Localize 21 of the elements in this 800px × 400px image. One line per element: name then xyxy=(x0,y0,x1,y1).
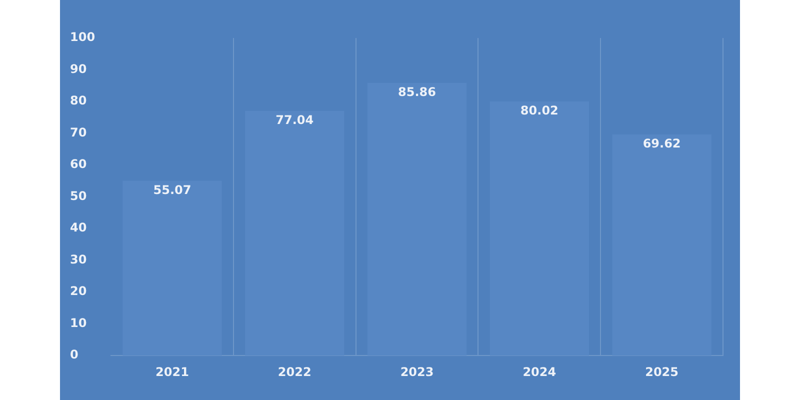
x-tick-label: 2021 xyxy=(156,364,189,379)
y-tick-label: 20 xyxy=(70,284,87,298)
y-tick-label: 70 xyxy=(70,125,87,140)
y-tick-label: 10 xyxy=(70,316,87,330)
x-tick-label: 2022 xyxy=(278,364,312,379)
data-label: 69.62 xyxy=(642,136,681,151)
y-tick-label: 60 xyxy=(70,157,87,172)
x-tick-label: 2025 xyxy=(645,364,679,379)
y-tick-label: 100 xyxy=(70,30,96,44)
y-tick-label: 40 xyxy=(70,220,87,235)
x-tick-label: 2024 xyxy=(522,364,556,379)
data-label: 77.04 xyxy=(276,113,314,128)
y-tick-label: 0 xyxy=(70,348,78,362)
y-tick-label: 50 xyxy=(70,188,87,203)
data-label: 80.02 xyxy=(520,104,558,118)
data-label: 55.07 xyxy=(153,182,192,197)
x-tick-label: 2023 xyxy=(400,364,434,379)
y-tick-label: 80 xyxy=(70,94,87,108)
y-tick-label: 30 xyxy=(70,252,87,266)
data-label: 85.86 xyxy=(398,85,436,100)
y-tick-label: 90 xyxy=(70,62,87,76)
